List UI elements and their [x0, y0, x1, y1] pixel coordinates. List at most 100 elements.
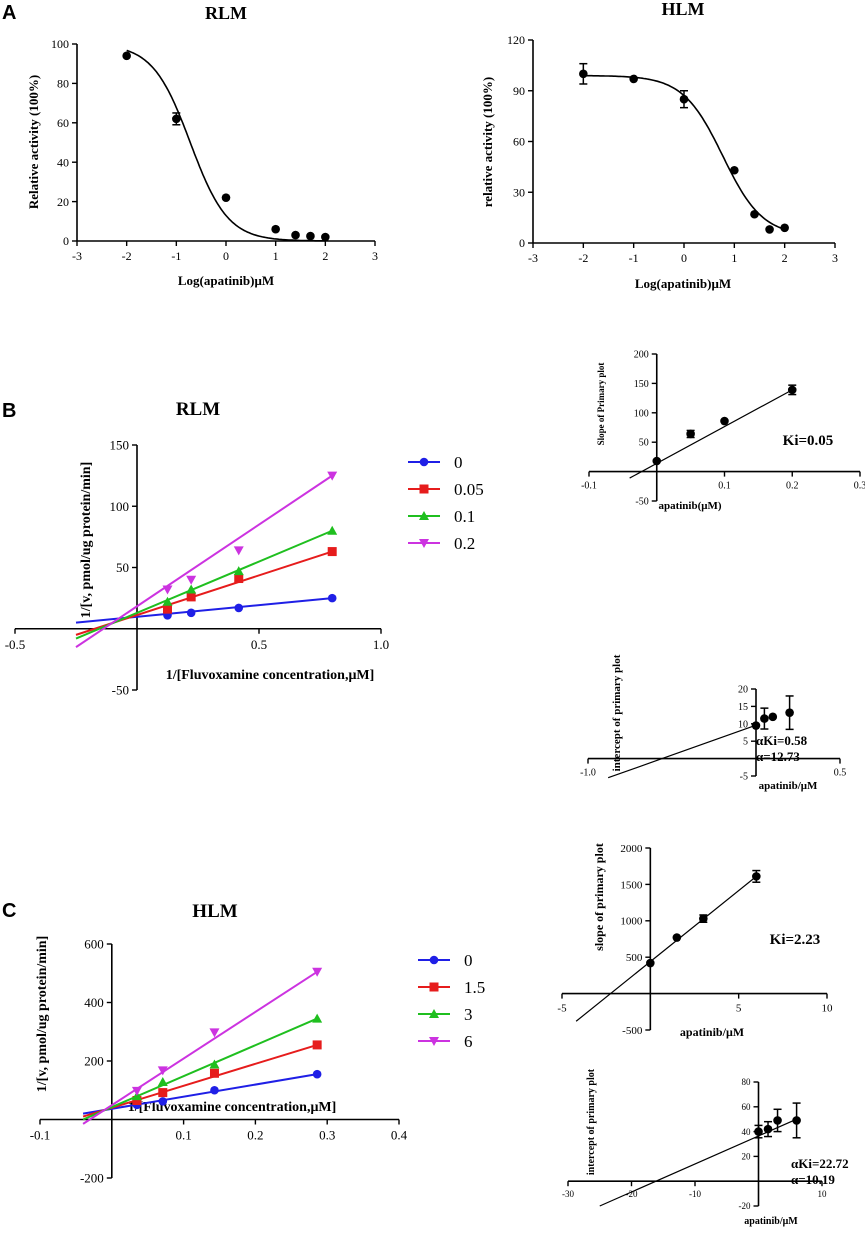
series-point-3 [209, 1059, 220, 1069]
series-point-3 [312, 1013, 323, 1023]
y-tick-label: 60 [57, 116, 69, 130]
series-point-0.2 [162, 585, 173, 595]
charts-layer: -3 -2 -1 0 1 2 3020406080100RLMLog(apatinib)μM… [5, 0, 865, 1227]
chart-c-main: -0.1 0.1 0.2 0.3 0.4 -200 200 400 600 HLM 1/[Fluvo… [30, 901, 486, 1186]
ki-annotation: αKi=0.58 [756, 733, 808, 748]
series-point-0 [186, 608, 196, 618]
series-point-0.1 [327, 525, 338, 535]
data-point [629, 74, 638, 84]
x-tick-label: -1 [629, 251, 639, 265]
chart-c-slope: -5 5 10 -500 500 1000 1500 2000 apatinib/μM slope… [557, 843, 833, 1039]
legend-marker [419, 539, 429, 548]
series-point-0 [327, 593, 337, 603]
y-tick-label: 20 [738, 685, 748, 696]
y-axis-label: 1/[v, pmol/ug protein/min] [35, 936, 50, 1092]
x-tick-label: 0 [681, 251, 687, 265]
x-tick-label: 0 [223, 249, 229, 263]
x-tick-label: 1 [273, 249, 279, 263]
x-tick-label: 0.5 [834, 768, 847, 779]
y-axis-label: Slope of Primary plot [596, 363, 606, 446]
series-point-1.5 [312, 1040, 322, 1050]
chart-title: HLM [662, 0, 705, 19]
x-tick-label: 10 [818, 1189, 828, 1199]
series-line-0.2 [75, 474, 333, 648]
legend-label: 0.2 [454, 534, 475, 553]
x-axis-label: apatinib(μM) [658, 500, 721, 512]
data-point [306, 231, 315, 241]
legend-marker [429, 1009, 439, 1018]
data-point [751, 721, 761, 730]
y-tick-label: -50 [635, 497, 648, 508]
y-tick-label: 50 [116, 560, 129, 575]
series-point-6 [209, 1028, 220, 1038]
legend-marker [429, 1037, 439, 1046]
data-point [760, 714, 769, 723]
series-point-1.5 [209, 1068, 219, 1078]
data-point [787, 385, 797, 395]
x-tick-label: -2 [578, 251, 588, 265]
x-tick-label: 0.1 [718, 481, 731, 492]
series-point-3 [157, 1077, 168, 1087]
y-tick-label: 10 [738, 719, 748, 730]
legend-label: 1.5 [464, 978, 485, 997]
y-tick-label: 80 [57, 77, 69, 91]
legend-marker [419, 457, 429, 467]
data-point [730, 165, 739, 175]
y-tick-label: -5 [740, 772, 748, 783]
regression-line [629, 389, 793, 479]
y-tick-label: 90 [513, 84, 525, 98]
y-tick-label: 20 [742, 1152, 752, 1162]
legend-marker [419, 484, 429, 494]
y-tick-label: 20 [57, 195, 69, 209]
y-axis-label: relative activity (100%) [480, 77, 495, 207]
x-tick-label: 10 [822, 1003, 834, 1015]
legend-label: 3 [464, 1005, 473, 1024]
data-point [763, 1124, 773, 1134]
x-tick-label: 0.4 [391, 1128, 408, 1143]
chart-a-hlm: -3 -2 -1 0 1 2 30306090120HLMLog(apatinib)μMre… [480, 0, 838, 291]
data-point [792, 1116, 801, 1125]
y-tick-label: 600 [84, 937, 104, 952]
x-tick-label: 0.1 [175, 1128, 191, 1143]
y-tick-label: -50 [112, 683, 129, 698]
series-line-6 [82, 970, 318, 1125]
legend-label: 0.1 [454, 507, 475, 526]
y-tick-label: 100 [51, 37, 69, 51]
chart-b-main: -0.5 0.5 1.0 -50 50 100 150 RLM 1/[Fluvoxamine c… [5, 399, 484, 698]
x-axis-label: Log(apatinib)μM [635, 276, 731, 291]
y-tick-label: 15 [738, 702, 748, 713]
chart-b-slope: -0.1 0.1 0.2 0.3 -50 50 100 150 200 apatinib(μM) S… [581, 350, 865, 513]
data-point [679, 94, 689, 104]
x-axis-label: 1/[Fluvoxamine concentration,μM] [166, 668, 375, 683]
series-point-1.5 [158, 1088, 168, 1098]
data-point [579, 69, 588, 79]
series-point-1.5 [132, 1095, 142, 1105]
x-tick-label: -30 [562, 1189, 574, 1199]
legend-marker [419, 511, 429, 520]
series-point-6 [312, 967, 323, 977]
ki-annotation: α=12.73 [756, 749, 800, 764]
y-tick-label: 120 [507, 33, 525, 47]
panel-letter-a: A [2, 2, 16, 24]
series-point-6 [131, 1086, 142, 1096]
x-axis-label: apatinib/μM [680, 1025, 744, 1039]
data-point [785, 708, 794, 717]
y-tick-label: 200 [634, 350, 649, 361]
regression-line [599, 1118, 797, 1207]
legend-marker [429, 982, 439, 992]
x-tick-label: -1.0 [580, 768, 596, 779]
y-tick-label: 30 [513, 185, 525, 199]
y-tick-label: 5 [743, 737, 748, 748]
series-line-0 [75, 597, 333, 624]
y-tick-label: 1000 [620, 916, 643, 928]
regression-line [575, 875, 757, 1022]
y-tick-label: 150 [110, 438, 130, 453]
y-tick-label: 40 [57, 155, 69, 169]
series-point-0.2 [327, 471, 338, 481]
y-tick-label: 0 [519, 236, 525, 250]
y-tick-label: 0 [63, 234, 69, 248]
data-point [271, 224, 280, 234]
legend-label: 0.05 [454, 480, 484, 499]
data-point [780, 223, 789, 233]
panel-letter-b: B [2, 400, 16, 422]
